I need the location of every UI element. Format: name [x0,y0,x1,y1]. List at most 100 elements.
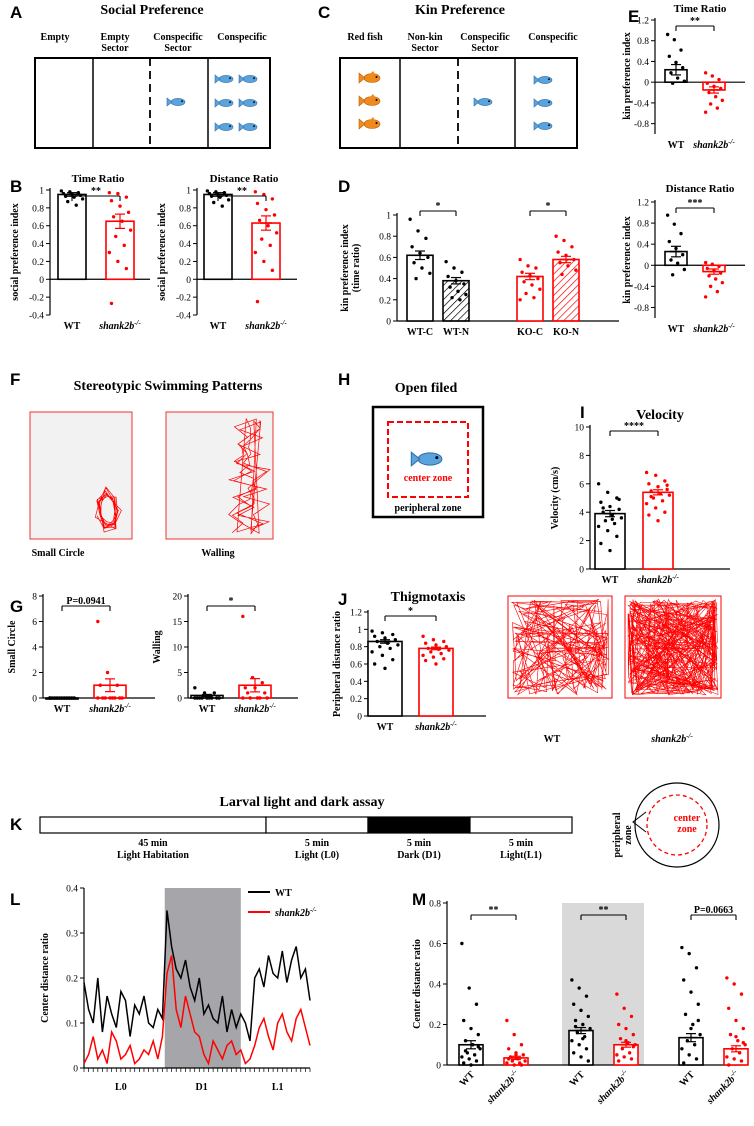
data-point [126,210,131,215]
data-point [460,270,464,274]
data-point [654,506,658,510]
data-point [76,190,81,195]
y-tick-label: 2 [32,669,37,679]
data-point [617,497,621,502]
y-tick-label: 0.3 [66,930,78,940]
chart-l-line: L 0.4 0.3 0.2 0.1 0 Center distance ratio WT sha… [10,885,317,1094]
data-point [467,986,471,990]
significance-label: * [408,606,413,617]
panel-c: C Kin Preference Red fish Non-kin Sector … [318,3,578,149]
x-tick-label: WT [64,321,81,332]
data-point [59,189,64,193]
significance-label: ** [599,905,609,916]
data-point [423,641,428,645]
data-point [694,1057,699,1061]
data-point [663,479,667,483]
data-point [80,197,85,201]
y-axis-label: Peripheral distance ratio [332,611,343,717]
panel-a-label-2: Conspecific Sector [153,32,203,54]
y-tick-label: 0.2 [32,258,44,268]
legend-label: WT [275,888,292,899]
data-point [378,644,382,649]
panel-k-title: Larval light and dark assay [220,795,385,810]
y-tick-label: 0.2 [429,1021,441,1031]
data-point [692,1043,697,1047]
data-point [599,541,603,546]
data-point [715,289,720,294]
data-point [669,71,673,75]
data-point [680,65,685,70]
data-point [109,301,114,306]
data-point [588,1026,592,1031]
data-point [210,696,214,700]
y-tick-label: 1 [357,626,362,636]
data-point [672,37,677,42]
data-point [66,199,70,204]
data-point [615,1053,619,1057]
panel-c-title: Kin Preference [415,3,505,18]
panel-letter-e: E [628,7,639,26]
data-point [444,644,449,649]
seg-3-top: 5 min [509,838,534,849]
panel-letter-l: L [10,890,20,909]
data-point [682,267,687,272]
y-tick-label: 0.6 [379,254,391,264]
data-point [243,686,247,690]
timeline-l1 [469,816,573,834]
data-point [617,1022,621,1027]
data-point [520,270,524,274]
data-point [622,1006,626,1010]
data-point [241,614,245,619]
data-point [442,639,446,644]
data-point [257,218,262,223]
data-point [450,295,454,300]
data-point [380,631,385,635]
data-point [274,231,279,235]
data-point [370,629,374,633]
data-point [421,653,425,658]
y-tick-label: 0.8 [32,204,44,214]
x-tick-label: shank2b-/- [414,720,457,733]
chart-title: Distance Ratio [666,183,735,195]
data-point [472,1053,477,1057]
data-point [207,191,212,196]
y-tick-label: 0 [32,695,37,705]
y-tick-label: 0.6 [350,661,362,671]
data-point [452,266,456,270]
tank-outline [34,57,271,149]
chart-title: Thigmotaxis [391,590,466,605]
data-point [96,696,100,700]
timeline-d1 [367,816,471,834]
data-point [601,506,605,510]
data-point [268,243,272,248]
data-point [523,1059,527,1063]
panel-h-title: Open filed [395,381,458,396]
data-point [584,994,589,998]
y-tick-label: 1 [386,212,391,222]
y-tick-label: 0.4 [429,981,441,991]
y-tick-label: 10 [173,644,183,654]
x-tick-label: shank2b-/- [636,573,679,586]
y-tick-label: 8 [579,452,584,462]
data-point [736,1039,740,1043]
panel-k: K Larval light and dark assay 45 min Lig… [10,782,720,868]
data-point [207,696,212,700]
data-point [416,229,420,233]
data-point [708,284,713,289]
x-tick-label: WT [377,722,394,733]
panel-c-label-1: Non-kin Sector [407,32,442,54]
panel-a-title: Social Preference [100,3,203,18]
data-point [258,696,262,700]
data-point [647,482,651,486]
data-point [680,945,684,950]
data-point [226,198,231,202]
trajectory-small-circle-path [94,486,122,533]
y-tick-label: -0.4 [634,99,649,109]
data-point [682,79,687,83]
data-point [577,986,581,990]
data-point [741,1026,745,1031]
data-point [599,500,603,504]
y-axis-label: kin preference index [622,216,633,303]
data-point [103,696,107,700]
